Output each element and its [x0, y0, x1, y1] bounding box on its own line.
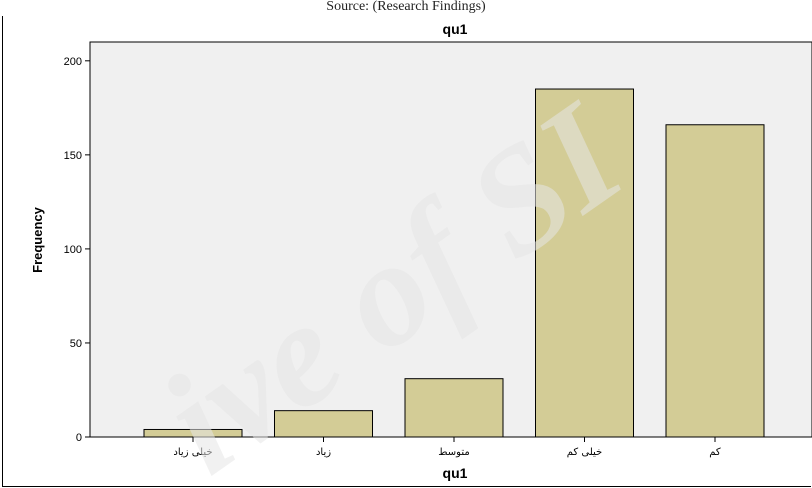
- x-tick-label: کم: [709, 447, 721, 458]
- y-tick-label: 200: [64, 56, 82, 68]
- x-axis: خیلی زیاد زیاد متوسط خیلی کم کم: [173, 437, 721, 458]
- y-tick-label: 0: [76, 432, 82, 444]
- y-tick-label: 150: [64, 150, 82, 162]
- bar-5: [665, 124, 765, 438]
- source-caption: Source: (Research Findings): [326, 0, 486, 14]
- x-tick-label: خیلی کم: [567, 447, 602, 458]
- bar-2: [274, 410, 373, 438]
- x-axis-label: qu1: [443, 465, 468, 481]
- bar-1: [143, 428, 243, 438]
- bar-4: [535, 88, 634, 438]
- x-tick-label: متوسط: [438, 447, 469, 458]
- bar-3: [404, 378, 504, 438]
- y-axis: 0 50 100 150 200: [64, 56, 90, 444]
- y-axis-label: Frequency: [30, 206, 45, 273]
- x-tick-label: زیاد: [316, 447, 331, 458]
- chart-title: qu1: [443, 21, 468, 37]
- x-tick-label: خیلی زیاد: [173, 447, 212, 458]
- y-tick-label: 100: [64, 244, 82, 256]
- y-tick-label: 50: [70, 338, 82, 350]
- bars-group: [143, 88, 765, 438]
